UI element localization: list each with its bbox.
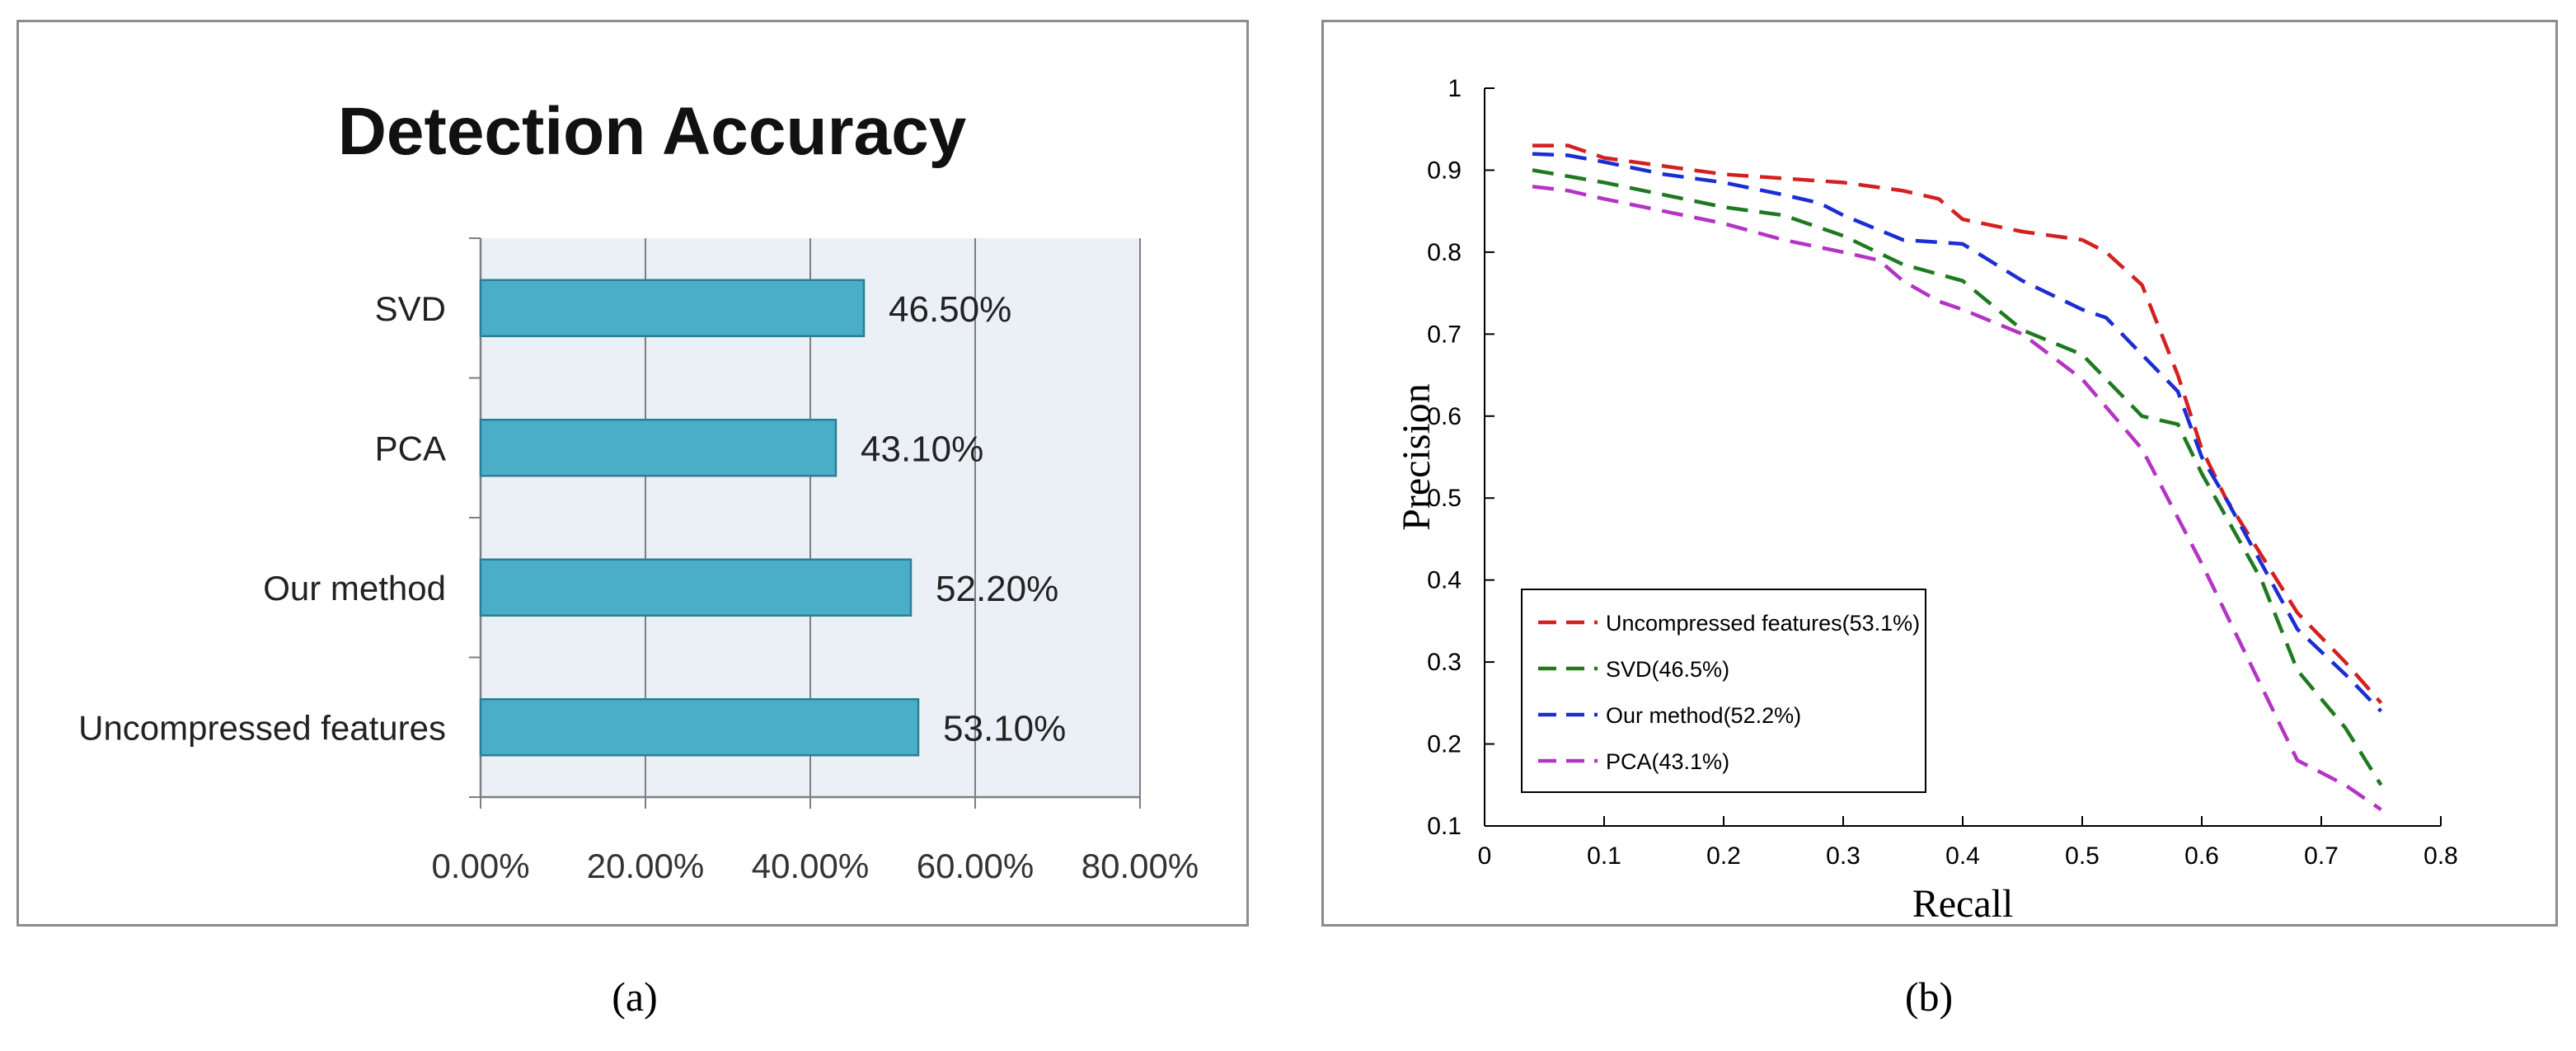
y-tick-label: 0.6 xyxy=(1427,403,1462,430)
data-label: 53.10% xyxy=(943,708,1066,748)
y-tick-label: 0.1 xyxy=(1427,813,1462,840)
bar-chart-svg: 0.00% 20.00% 40.00% 60.00% 80.00% SVD 46.50% PC… xyxy=(78,94,1199,885)
x-tick-label: 0.3 xyxy=(1826,842,1860,870)
x-tick-label: 40.00% xyxy=(752,847,869,885)
x-tick-label: 0 xyxy=(1478,842,1492,870)
category-label: PCA xyxy=(375,429,446,467)
bar xyxy=(479,279,866,337)
series-line xyxy=(1532,143,2383,705)
x-axis-label: Recall xyxy=(1912,882,2014,926)
bar xyxy=(479,698,920,757)
y-axis-label: Precision xyxy=(1395,383,1438,531)
legend-label: SVD(46.5%) xyxy=(1606,657,1729,682)
bar xyxy=(479,558,913,617)
y-tick-label: 0.5 xyxy=(1427,485,1462,512)
x-tick-label: 80.00% xyxy=(1082,847,1199,885)
y-tick-label: 0.8 xyxy=(1427,239,1462,266)
y-tick-label: 0.4 xyxy=(1427,567,1462,594)
series-line xyxy=(1532,168,2383,786)
series-line xyxy=(1532,152,2383,713)
y-tick-label: 0.9 xyxy=(1427,157,1462,184)
x-tick-label: 0.00% xyxy=(431,847,529,885)
y-tick-label: 0.2 xyxy=(1427,731,1462,758)
data-label: 43.10% xyxy=(861,429,983,469)
legend-label: Our method(52.2%) xyxy=(1606,703,1801,728)
bar xyxy=(479,419,838,477)
panel-a-bar-chart: 0.00% 20.00% 40.00% 60.00% 80.00% SVD 46.50% PC… xyxy=(16,20,1249,927)
x-tick-label: 0.4 xyxy=(1945,842,1980,870)
category-label: Uncompressed features xyxy=(78,708,446,747)
panel-b-line-chart: 0 0.1 0.2 0.3 0.4 0.5 0.6 0.7 0.8 0.1 0.2 0.3 0.4 0.5… xyxy=(1321,20,2558,927)
legend-label: Uncompressed features(53.1%) xyxy=(1606,611,1920,636)
caption-a: (a) xyxy=(612,974,658,1020)
category-label: SVD xyxy=(375,289,446,328)
caption-b: (b) xyxy=(1904,974,1954,1020)
category-label: Our method xyxy=(263,569,446,608)
x-tick-label: 0.1 xyxy=(1587,842,1621,870)
y-tick-label: 0.7 xyxy=(1427,321,1462,348)
series-line xyxy=(1532,185,2382,811)
x-tick-label: 20.00% xyxy=(587,847,704,885)
x-tick-label: 0.7 xyxy=(2304,842,2339,870)
legend-label: PCA(43.1%) xyxy=(1606,749,1729,774)
data-label: 52.20% xyxy=(936,569,1058,609)
x-tick-label: 0.5 xyxy=(2065,842,2100,870)
x-tick-label: 0.2 xyxy=(1706,842,1741,870)
line-chart-svg: 0 0.1 0.2 0.3 0.4 0.5 0.6 0.7 0.8 0.1 0.2 0.3 0.4 0.5… xyxy=(1395,75,2458,926)
data-label: 46.50% xyxy=(889,289,1011,330)
y-tick-label: 0.3 xyxy=(1427,649,1462,676)
x-tick-label: 0.6 xyxy=(2184,842,2219,870)
x-tick-label: 0.8 xyxy=(2424,842,2458,870)
x-tick-label: 60.00% xyxy=(917,847,1034,885)
chart-title: Detection Accuracy xyxy=(338,94,967,169)
legend-box xyxy=(1521,589,1926,793)
y-tick-label: 1 xyxy=(1448,75,1462,102)
